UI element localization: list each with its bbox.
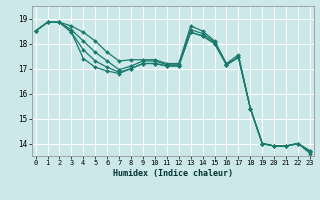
X-axis label: Humidex (Indice chaleur): Humidex (Indice chaleur) [113, 169, 233, 178]
